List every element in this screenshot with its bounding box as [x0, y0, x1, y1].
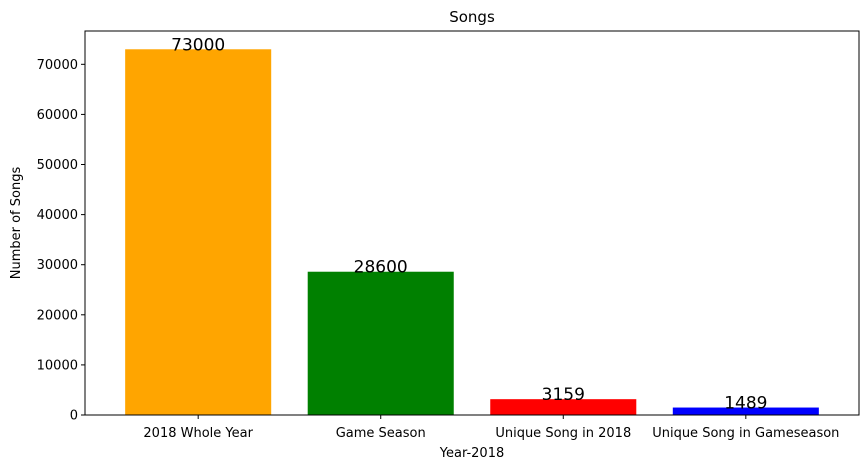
bar-3 [672, 407, 819, 415]
data-label-2: 3159 [542, 385, 585, 405]
y-tick-label-2: 20000 [37, 308, 78, 323]
y-tick-label-3: 30000 [37, 258, 78, 273]
bar-0 [125, 49, 272, 416]
y-tick-label-1: 10000 [37, 358, 78, 373]
y-axis: 0 10000 20000 30000 40000 50000 60000 70000 [37, 58, 85, 424]
data-labels-group: 73000 28600 3159 1489 [171, 35, 767, 413]
bar-1 [307, 271, 454, 415]
x-tick-label-3: Unique Song in Gameseason [652, 426, 839, 441]
plot-frame [84, 30, 860, 416]
data-label-1: 28600 [354, 258, 408, 278]
x-tick-label-1: Game Season [336, 426, 426, 441]
x-axis: 2018 Whole Year Game Season Unique Song in… [143, 415, 839, 441]
chart-title: Songs [449, 8, 495, 26]
x-tick-label-2: Unique Song in 2018 [495, 426, 631, 441]
y-tick-label-5: 50000 [37, 158, 78, 173]
y-tick-label-4: 40000 [37, 208, 78, 223]
x-axis-label: Year-2018 [439, 446, 504, 461]
y-tick-label-6: 60000 [37, 108, 78, 123]
y-tick-label-7: 70000 [37, 58, 78, 73]
data-label-0: 73000 [171, 35, 225, 55]
y-axis-label: Number of Songs [9, 167, 24, 280]
bar-2 [490, 399, 637, 415]
x-tick-label-0: 2018 Whole Year [143, 426, 253, 441]
y-tick-label-0: 0 [70, 409, 78, 424]
data-label-3: 1489 [724, 394, 767, 414]
bars-group [125, 49, 819, 416]
